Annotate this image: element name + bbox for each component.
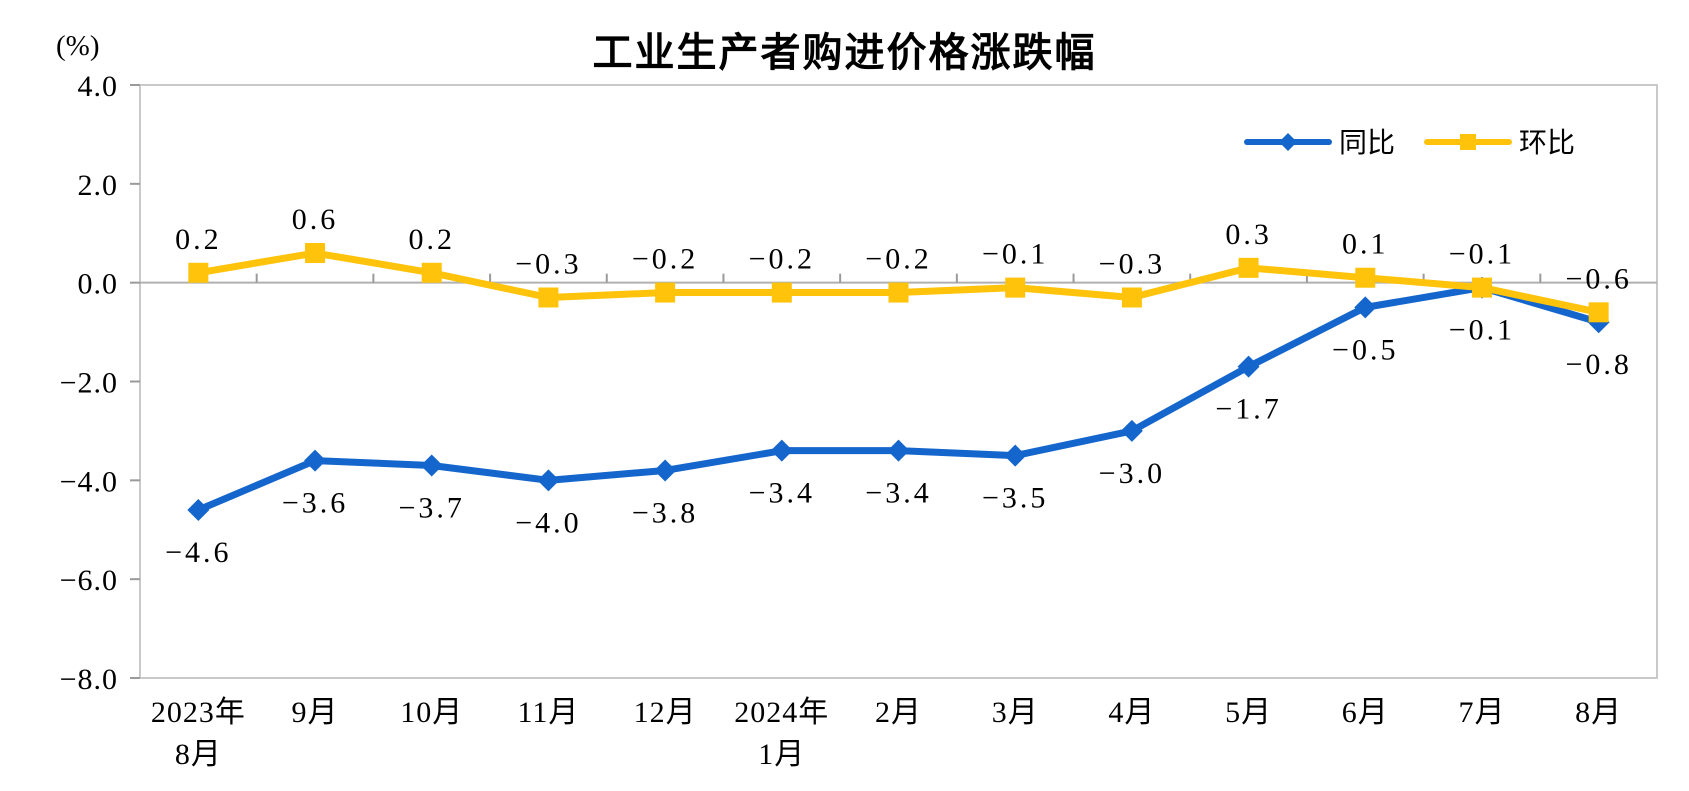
x-tick-label: 10月 xyxy=(400,696,463,729)
data-label-mom: 0.3 xyxy=(1225,218,1272,251)
y-tick-label: 4.0 xyxy=(78,70,119,103)
data-label-mom: −0.3 xyxy=(1099,247,1165,280)
data-label-yoy: −1.7 xyxy=(1215,393,1281,426)
legend-marker-mom xyxy=(1460,134,1476,150)
series-marker-mom xyxy=(655,282,676,303)
y-tick-label: 0.0 xyxy=(78,268,119,301)
series-marker-yoy xyxy=(187,498,210,521)
data-label-yoy: −3.4 xyxy=(749,477,815,510)
data-label-yoy: −4.6 xyxy=(165,536,231,569)
x-tick-label: 2024年 xyxy=(734,696,829,729)
data-label-yoy: −3.0 xyxy=(1099,457,1165,490)
x-tick-label: 4月 xyxy=(1108,696,1155,729)
data-label-yoy: −0.1 xyxy=(1449,314,1515,347)
x-tick-label: 8月 xyxy=(175,738,222,771)
y-axis-unit-label: (%) xyxy=(56,30,100,62)
legend-label-mom: 环比 xyxy=(1519,127,1575,158)
series-marker-mom xyxy=(1355,267,1376,288)
x-tick-label: 3月 xyxy=(992,696,1039,729)
series-marker-mom xyxy=(188,262,209,283)
y-tick-label: −2.0 xyxy=(60,367,118,400)
data-label-mom: −0.2 xyxy=(865,243,931,276)
series-marker-mom xyxy=(421,262,442,283)
series-marker-yoy xyxy=(1237,355,1260,378)
series-marker-mom xyxy=(1005,277,1026,298)
data-label-yoy: −3.7 xyxy=(399,492,465,525)
legend-label-yoy: 同比 xyxy=(1339,127,1395,158)
data-label-yoy: −4.0 xyxy=(515,506,581,539)
series-marker-yoy xyxy=(770,439,793,462)
chart-title: 工业生产者购进价格涨跌幅 xyxy=(592,31,1097,75)
x-tick-label: 8月 xyxy=(1575,696,1622,729)
x-tick-label: 7月 xyxy=(1458,696,1505,729)
series-marker-mom xyxy=(1121,287,1142,308)
data-label-mom: 0.2 xyxy=(175,223,222,256)
series-marker-mom xyxy=(538,287,559,308)
series-marker-yoy xyxy=(537,469,560,492)
x-tick-label: 1月 xyxy=(758,738,805,771)
data-label-mom: 0.1 xyxy=(1342,228,1389,261)
data-label-mom: −0.6 xyxy=(1565,262,1631,295)
data-label-mom: −0.2 xyxy=(749,243,815,276)
series-marker-mom xyxy=(305,243,326,264)
data-label-mom: −0.2 xyxy=(632,243,698,276)
x-tick-label: 11月 xyxy=(517,696,579,729)
x-tick-label: 12月 xyxy=(634,696,697,729)
data-label-yoy: −3.5 xyxy=(982,482,1048,515)
series-marker-yoy xyxy=(304,449,327,472)
x-tick-label: 6月 xyxy=(1342,696,1389,729)
series-marker-yoy xyxy=(1354,296,1377,319)
series-marker-mom xyxy=(1588,302,1609,323)
data-label-mom: −0.1 xyxy=(1449,238,1515,271)
series-marker-yoy xyxy=(1004,444,1027,467)
data-label-mom: 0.2 xyxy=(408,223,455,256)
series-marker-mom xyxy=(1471,277,1492,298)
series-marker-yoy xyxy=(654,459,677,482)
data-label-yoy: −0.8 xyxy=(1565,348,1631,381)
data-label-yoy: −0.5 xyxy=(1332,333,1398,366)
plot-frame xyxy=(139,84,1658,679)
data-label-yoy: −3.8 xyxy=(632,496,698,529)
legend-marker-yoy xyxy=(1279,133,1297,151)
series-marker-yoy xyxy=(1120,419,1143,442)
data-label-yoy: −3.4 xyxy=(865,477,931,510)
data-label-yoy: −3.6 xyxy=(282,487,348,520)
x-tick-label: 2月 xyxy=(875,696,922,729)
x-tick-label: 9月 xyxy=(292,696,339,729)
y-tick-label: −8.0 xyxy=(60,663,118,696)
y-tick-label: −6.0 xyxy=(60,564,118,597)
series-marker-mom xyxy=(771,282,792,303)
data-label-mom: −0.1 xyxy=(982,238,1048,271)
series-marker-mom xyxy=(888,282,909,303)
data-label-mom: −0.3 xyxy=(515,247,581,280)
data-label-mom: 0.6 xyxy=(292,203,339,236)
series-marker-mom xyxy=(1238,257,1259,278)
series-marker-yoy xyxy=(887,439,910,462)
x-tick-label: 2023年 xyxy=(151,696,246,729)
y-tick-label: −4.0 xyxy=(60,465,118,498)
y-tick-label: 2.0 xyxy=(78,169,119,202)
series-marker-yoy xyxy=(420,454,443,477)
x-tick-label: 5月 xyxy=(1225,696,1272,729)
